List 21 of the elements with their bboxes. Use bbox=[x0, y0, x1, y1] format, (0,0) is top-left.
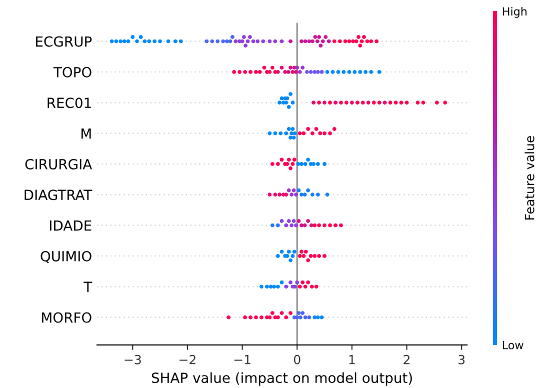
color-bar-label: Low bbox=[502, 341, 524, 350]
x-axis-title: SHAP value (impact on model output) bbox=[152, 372, 412, 386]
x-tick-label: −1 bbox=[234, 355, 250, 364]
x-tick-label: 3 bbox=[458, 354, 465, 364]
x-tick-label: 2 bbox=[404, 354, 410, 364]
y-tick-label: T bbox=[84, 282, 92, 292]
x-tick-label: 0 bbox=[294, 354, 300, 364]
x-tick-label: 1 bbox=[349, 355, 355, 364]
y-tick-label: ECGRUP bbox=[36, 36, 92, 47]
y-tick-label: IDADE bbox=[50, 220, 92, 231]
y-tick-label: TOPO bbox=[53, 66, 92, 78]
y-tick-label: REC01 bbox=[48, 98, 91, 108]
x-tick-label: −2 bbox=[180, 354, 196, 364]
y-tick-label: CIRURGIA bbox=[25, 158, 92, 170]
x-tick-label: −3 bbox=[124, 354, 141, 364]
y-tick-label: M bbox=[82, 128, 91, 139]
y-tick-label: QUIMIO bbox=[40, 250, 92, 264]
y-tick-label: MORFO bbox=[42, 312, 92, 323]
y-tick-label: DIAGTRAT bbox=[24, 190, 92, 200]
color-bar-label: High bbox=[502, 7, 526, 18]
color-bar-title: Feature value bbox=[524, 136, 534, 220]
